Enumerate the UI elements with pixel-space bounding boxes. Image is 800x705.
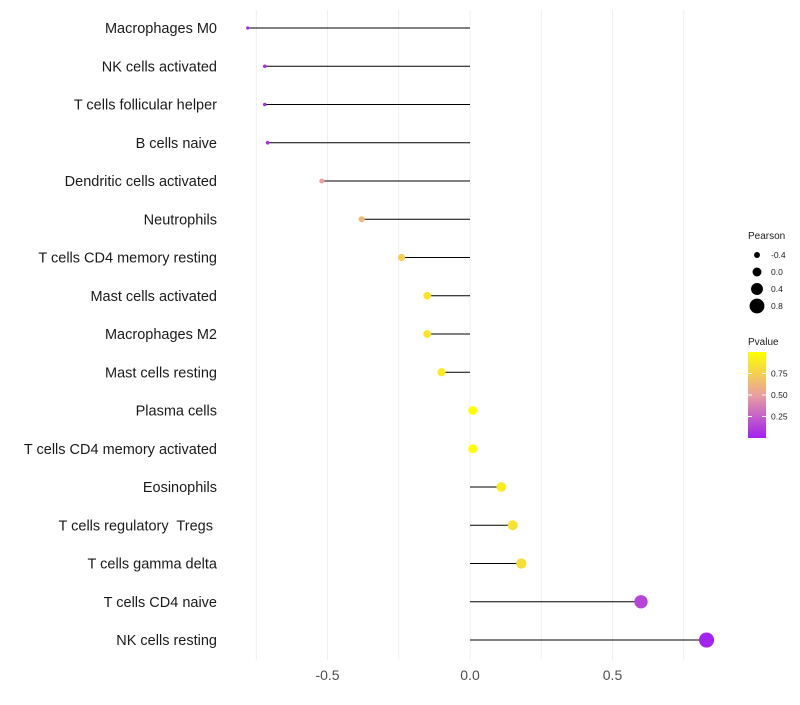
category-label: NK cells activated [102, 59, 217, 75]
category-label: T cells CD4 memory activated [24, 442, 217, 458]
pvalue-legend-title: Pvalue [748, 337, 779, 348]
pvalue-tick-label: 0.25 [771, 412, 788, 422]
category-label: Macrophages M0 [105, 21, 217, 37]
lollipop-point [437, 368, 446, 377]
category-label: Dendritic cells activated [65, 174, 217, 190]
lollipop-point [358, 216, 365, 223]
lollipop-point [634, 595, 648, 609]
x-tick-label: -0.5 [315, 667, 339, 683]
pvalue-tick-label: 0.75 [771, 369, 788, 379]
lollipop-point [423, 330, 432, 338]
category-label: Eosinophils [143, 480, 217, 496]
category-label: Mast cells activated [90, 289, 217, 305]
category-label: T cells regulatory Tregs [59, 518, 218, 534]
category-label: Macrophages M2 [105, 327, 217, 343]
pvalue-colorbar [748, 352, 766, 438]
category-label: Plasma cells [136, 404, 217, 420]
pearson-legend-key [752, 267, 762, 277]
pvalue-color-legend: Pvalue 0.25 0.50 0.75 [748, 337, 788, 438]
category-label: Mast cells resting [105, 365, 217, 381]
pvalue-tick-label: 0.50 [771, 390, 788, 400]
lollipop-point [246, 26, 250, 30]
category-label: NK cells resting [116, 633, 217, 649]
x-tick-labels: -0.5 0.0 0.5 [315, 667, 622, 683]
lollipop-point [263, 102, 267, 107]
point-layer [246, 26, 715, 648]
pearson-legend-label: 0.8 [771, 301, 783, 311]
pearson-legend-label: 0.0 [771, 267, 783, 277]
segment-layer [247, 27, 707, 641]
pvalue-legend-ticks: 0.25 0.50 0.75 [748, 369, 788, 422]
pearson-legend-key [749, 298, 765, 314]
lollipop-point [398, 253, 406, 262]
grid-layer [255, 10, 685, 660]
category-label: Neutrophils [144, 212, 217, 228]
x-tick-label: 0.5 [603, 667, 623, 683]
category-label: T cells gamma delta [88, 557, 218, 573]
pearson-legend-key [754, 252, 760, 258]
lollipop-point [468, 406, 478, 415]
pearson-size-legend: Pearson -0.4 0.0 0.4 0.8 [748, 231, 786, 314]
pearson-legend-keys: -0.4 0.0 0.4 0.8 [749, 250, 786, 314]
pearson-legend-label: -0.4 [771, 250, 786, 260]
lollipop-point [496, 482, 507, 492]
lollipop-point [265, 140, 270, 145]
lollipop-point [423, 291, 432, 300]
category-label: T cells follicular helper [74, 98, 217, 114]
lollipop-point [263, 64, 267, 69]
lollipop-point [468, 444, 478, 454]
pearson-legend-label: 0.4 [771, 284, 783, 294]
x-tick-label: 0.0 [460, 667, 480, 683]
pearson-legend-title: Pearson [748, 231, 785, 242]
category-label: T cells CD4 memory resting [38, 251, 217, 267]
lollipop-point [507, 520, 518, 531]
category-label: T cells CD4 naive [104, 595, 217, 611]
lollipop-point [699, 632, 715, 648]
pearson-legend-key [751, 283, 763, 295]
category-labels: Macrophages M0 NK cells activated T cells … [24, 21, 218, 649]
category-label: B cells naive [136, 136, 217, 152]
lollipop-point [516, 558, 527, 569]
lollipop-point [319, 178, 325, 184]
